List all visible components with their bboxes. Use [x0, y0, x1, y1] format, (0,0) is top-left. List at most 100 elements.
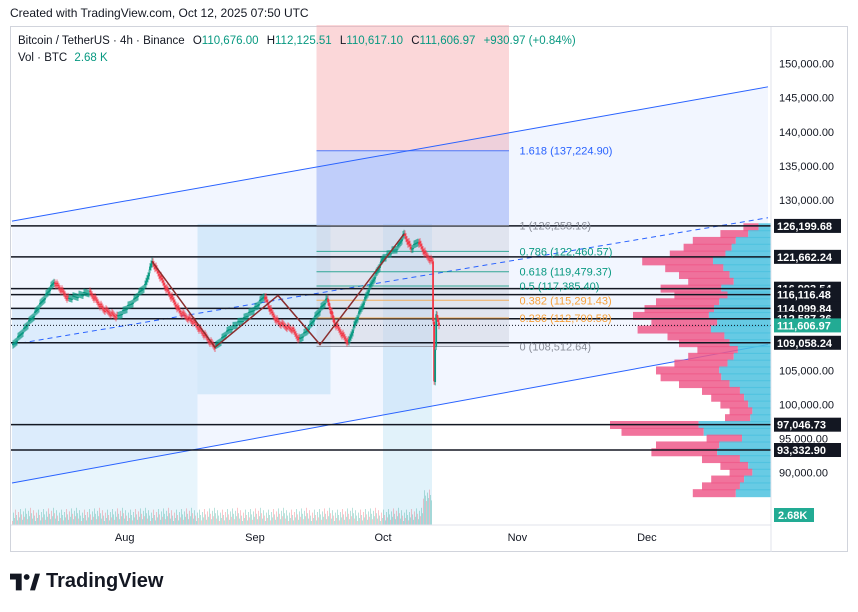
volume-bar [281, 510, 282, 525]
volume-bar [167, 516, 168, 525]
volume-bar [269, 515, 270, 525]
volume-bar [108, 515, 109, 525]
volume-bar [384, 515, 385, 525]
candle-body [354, 322, 356, 325]
volume-bar [193, 518, 194, 525]
volume-bar [173, 521, 174, 525]
candle-body [287, 325, 289, 327]
volume-bar [201, 520, 202, 525]
candle-body [374, 277, 376, 280]
candle-body [164, 285, 166, 288]
volume-bar [307, 513, 308, 525]
candle-body [197, 327, 199, 329]
candle-body [174, 302, 176, 305]
candle-body [378, 267, 380, 270]
x-tick-label: Aug [115, 532, 135, 544]
volume-bar [132, 520, 133, 525]
candle-body [254, 306, 256, 308]
volume-bar [289, 512, 290, 525]
candle-body [134, 297, 136, 300]
candle-body [192, 322, 194, 324]
volume-bar [17, 520, 18, 525]
volume-profile-bar [697, 346, 738, 354]
tradingview-logo[interactable]: TradingView [10, 570, 163, 593]
candle-body [111, 312, 113, 314]
candle-body [186, 317, 188, 319]
volume-bar [278, 508, 279, 525]
candle-body [420, 244, 422, 247]
volume-bar [67, 514, 68, 525]
volume-bar [219, 521, 220, 525]
volume-bar [38, 509, 39, 525]
volume-bar [112, 509, 113, 525]
candle-body [151, 261, 153, 265]
volume-profile-bar [717, 448, 771, 457]
candle-body [58, 286, 60, 288]
volume-bar [422, 513, 423, 525]
volume-bar [169, 513, 170, 525]
volume-profile-bar [735, 489, 771, 498]
candle-body [411, 248, 413, 250]
candle-body [38, 307, 40, 310]
candle-body [318, 311, 320, 314]
volume-bar [237, 507, 238, 525]
candle-body [44, 298, 46, 300]
candle-body [317, 312, 319, 315]
volume-bar [274, 514, 275, 525]
candle-body [16, 340, 18, 343]
volume-bar [366, 514, 367, 525]
volume-bar [160, 519, 161, 525]
candle-body [50, 285, 52, 287]
channel-lower-line [11, 344, 769, 484]
candle-body [368, 289, 370, 293]
candle-body [221, 337, 223, 339]
volume-bar [35, 521, 36, 525]
volume-bar [293, 520, 294, 525]
candle-body [435, 314, 438, 347]
candle-body [167, 289, 169, 292]
volume-bar [43, 509, 44, 525]
volume-bar [308, 518, 309, 525]
candle-body [224, 335, 226, 337]
candle-body [23, 327, 25, 330]
candle-body [346, 341, 348, 344]
volume-bar [27, 519, 28, 525]
candle-body [102, 307, 104, 310]
volume-bar [115, 511, 116, 525]
volume-bar [386, 512, 387, 525]
volume-bar [387, 517, 388, 525]
volume-profile-bar [729, 407, 753, 416]
volume-bar [70, 516, 71, 525]
volume-bar [152, 518, 153, 525]
candle-body [258, 304, 260, 306]
candle-body [272, 313, 274, 316]
volume-profile-bar [750, 414, 771, 423]
volume-bar [28, 510, 29, 525]
volume-bar [417, 513, 418, 525]
candle-body [292, 327, 294, 330]
volume-profile-bar [721, 373, 771, 382]
volume-profile-bar [621, 427, 704, 436]
volume-bar [310, 515, 311, 525]
candle-body [176, 307, 178, 310]
level-price-tag [774, 218, 841, 233]
candle-body [361, 306, 363, 309]
candle-body [376, 270, 378, 273]
volume-profile-bar [711, 393, 745, 402]
candle-body [285, 327, 287, 329]
volume-bar [259, 516, 260, 525]
volume-bar [250, 509, 251, 525]
volume-profile-bar [702, 386, 740, 395]
candle-body [177, 306, 179, 308]
candle-body [366, 293, 368, 296]
volume-bar [288, 521, 289, 525]
candle-body [392, 249, 394, 251]
level-price-label: 116,116.48 [777, 290, 831, 302]
candle-body [69, 298, 71, 300]
candle-body [27, 324, 29, 326]
candle-body [274, 317, 276, 320]
volume-bar [294, 512, 295, 525]
volume-bar [383, 509, 384, 525]
x-tick-label: Oct [374, 532, 391, 544]
